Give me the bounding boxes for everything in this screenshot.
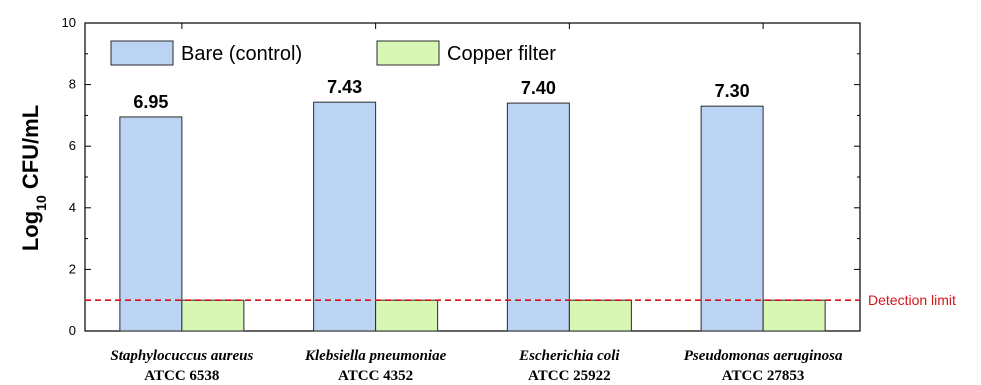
category-strain-label: ATCC 27853 [722,368,805,384]
category-name-label: Klebsiella pneumoniae [304,348,447,364]
bar-copper-filter [181,299,245,332]
detection-limit-label: Detection limit [868,292,956,308]
category-strain-label: ATCC 4352 [338,368,413,384]
bar-value-label: 7.40 [521,78,556,98]
bar-copper-filter [762,299,826,332]
bar-control [313,101,377,332]
bar-control [700,105,764,332]
detection-limit-annotation: Detection limit [85,292,956,308]
y-tick-label: 10 [62,15,76,30]
legend-swatch-copper-filter [376,40,440,66]
legend-swatch-control [110,40,174,66]
bar-control [119,116,183,332]
bar-copper-filter [568,299,632,332]
y-axis-label-main: Log [18,211,43,251]
plot-area: 0 2 4 6 8 10 Staphylocuccus aureus ATCC 6538 6.9… [62,15,861,384]
bar-value-label: 7.30 [715,81,750,101]
bar-copper-filter [375,299,439,332]
category-name-label: Escherichia coli [518,348,620,364]
y-axis-label-unit: CFU/mL [18,105,43,195]
legend-label: Bare (control) [181,43,302,65]
bar-value-label: 6.95 [133,92,168,112]
legend: Bare (control) Copper filter [110,40,556,66]
bar-value-label: 7.43 [327,77,362,97]
y-tick-label: 0 [69,323,76,338]
category-name-label: Pseudomonas aeruginosa [684,348,843,364]
category-strain-label: ATCC 6538 [144,368,219,384]
y-axis-label-subscript: 10 [33,195,49,211]
y-tick-label: 8 [69,77,76,92]
y-tick-label: 6 [69,138,76,153]
bar-control [506,102,570,332]
category-name-label: Staphylocuccus aureus [110,348,253,364]
category-strain-label: ATCC 25922 [528,368,611,384]
legend-label: Copper filter [447,43,556,65]
y-tick-label: 2 [69,261,76,276]
y-axis-label: Log10 CFU/mL [18,105,49,251]
y-tick-label: 4 [69,200,76,215]
